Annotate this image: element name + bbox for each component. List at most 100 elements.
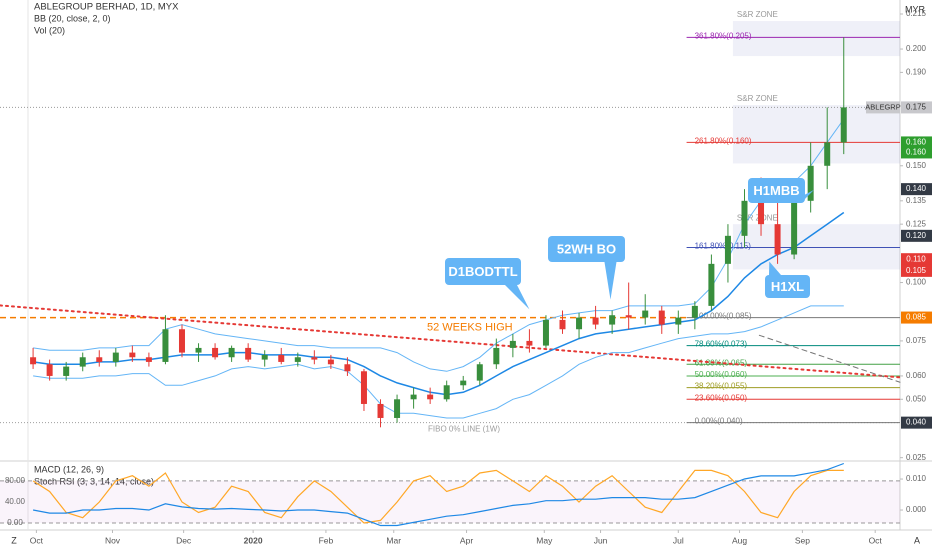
callout-label: 52WH BO [557,241,616,256]
fib-label: 161.80%(0.115) [695,242,752,251]
fib-label: 100.00%(0.085) [695,312,752,321]
stoch-tick-label: 40.00 [5,497,26,506]
fib-label: 61.80%(0.065) [695,358,748,367]
y-tick-label: 0.025 [906,453,927,462]
candle-body [559,319,566,330]
candle-body [774,224,781,255]
level-label: 52 WEEKS HIGH [427,321,513,333]
callout-box [445,258,521,285]
price-badge-label: 0.175 [906,103,927,112]
sr-zone-label: S&R ZONE [737,94,778,103]
price-badge [901,416,932,429]
stoch-tick-label: 80.00 [5,476,26,485]
candle-body [410,394,417,400]
x-tick-label: 2020 [244,535,263,545]
indicator-label: Vol (20) [34,25,65,35]
candle-body [708,263,715,306]
candle-body [840,107,847,143]
y-tick-label: 0.050 [906,394,927,403]
trendline [0,304,901,379]
x-tick-label: Feb [319,535,334,545]
x-tick-label: Aug [732,535,747,545]
candle-body [228,347,235,358]
callout-pointer [604,262,617,300]
candle-body [195,347,202,353]
price-badge-label: 0.160 [906,138,927,147]
candle-body [609,315,616,325]
macd-tick-label: 0.010 [906,474,927,483]
candle-body [30,357,37,365]
candle-body [724,235,731,264]
candle-body [46,364,53,376]
candle-body [675,317,682,325]
y-tick-label: 0.135 [906,196,927,205]
macd-tick-label: 0.000 [906,505,927,514]
candle-body [476,364,483,381]
candle-body [278,354,285,362]
candle-body [758,200,765,225]
y-tick-label: 0.075 [906,336,927,345]
y-tick-label: 0.100 [906,278,927,287]
price-badge [901,183,932,196]
stoch-tick-label: 0.00 [7,518,23,527]
candle-body [509,340,516,348]
callout-label: H1MBB [753,183,799,198]
candle-body [245,347,252,360]
price-badge-label: 0.110 [906,254,926,263]
fib-label: 0.00%(0.040) [695,417,743,426]
candle-body [791,200,798,255]
candle-body [427,394,434,400]
candle-body [741,200,748,236]
fib-label: 361.80%(0.205) [695,31,752,40]
x-tick-label: Nov [105,535,121,545]
sr-zone-label: S&R ZONE [737,10,778,19]
candle-body [178,329,185,353]
candle-body [129,352,136,358]
price-axis: 0.215 0.200 0.190 0.150 0.135 0.125 0.100 0.075… [900,9,927,462]
candle-body [261,354,268,360]
candle-body [642,310,649,318]
candle-body [63,366,70,376]
bollinger-line [33,305,844,419]
fib-label: 78.60%(0.073) [695,340,748,349]
x-tick-label: Mar [386,535,401,545]
callout-label: D1BODTTL [448,264,517,279]
y-tick-label: 0.190 [906,67,927,76]
fib-label: 38.20%(0.055) [695,382,748,391]
candle-body [526,340,533,346]
candle-body [807,165,814,201]
price-badge-label: 0.085 [906,313,927,322]
sr-zone [732,21,900,57]
stoch-band-fill [0,480,900,524]
zoom-button[interactable]: Z [11,535,17,545]
x-tick-label: May [536,535,553,545]
price-badge [901,264,932,277]
x-tick-label: Jul [673,535,684,545]
price-badge [901,253,932,266]
price-badge [901,311,932,324]
candle-body [625,315,632,318]
x-tick-label: Apr [460,535,473,545]
trendline [758,334,901,383]
candle-body [344,364,351,372]
price-badge-label: 0.040 [906,418,927,427]
price-badge-label: 0.120 [906,231,927,240]
sr-zone [732,105,900,164]
candle-body [576,317,583,330]
level-label: FIBO 0% LINE (1W) [428,425,500,434]
candle-body [460,380,467,386]
x-tick-label: Oct [30,535,44,545]
candle-body [542,319,549,346]
auto-scale-button[interactable]: A [914,535,920,545]
stoch-line [32,469,844,524]
y-tick-label: 0.125 [906,219,927,228]
candle-body [327,359,334,365]
candle-body [162,329,169,362]
indicator-label: BB (20, close, 2, 0) [34,13,111,23]
symbol-tag-label: ABLEGRP [865,102,900,111]
candle-body [112,352,119,362]
callout-label: H1XL [771,279,804,294]
fib-label: 23.60%(0.050) [695,393,748,402]
callout-box [765,275,810,298]
y-tick-label: 0.150 [906,161,927,170]
